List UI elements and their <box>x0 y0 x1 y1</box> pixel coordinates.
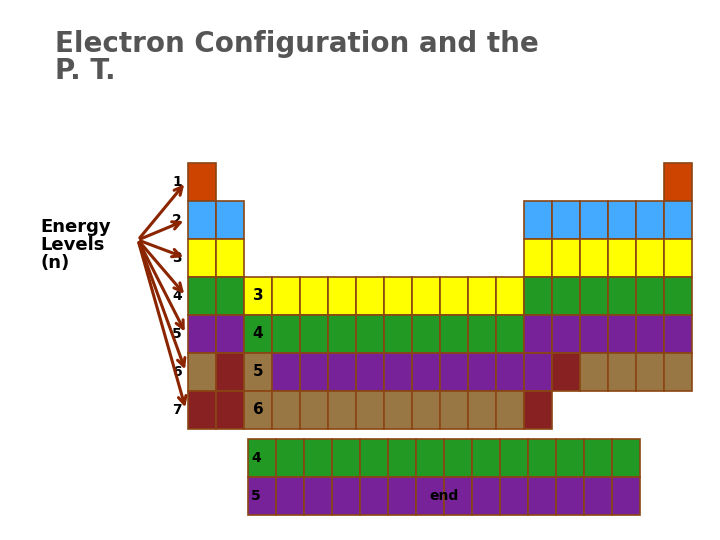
Bar <box>416 439 444 477</box>
Bar <box>552 277 580 315</box>
Bar <box>440 353 468 391</box>
Bar <box>244 391 272 429</box>
Bar <box>328 277 356 315</box>
Bar <box>248 477 276 515</box>
Bar <box>636 239 664 277</box>
Bar <box>272 277 300 315</box>
Bar <box>636 315 664 353</box>
Bar <box>608 353 636 391</box>
Bar <box>356 315 384 353</box>
Text: 3: 3 <box>253 288 264 303</box>
Bar <box>580 315 608 353</box>
Bar <box>188 315 216 353</box>
Text: 5: 5 <box>172 327 182 341</box>
Bar <box>608 201 636 239</box>
Bar <box>300 277 328 315</box>
Bar <box>496 277 524 315</box>
Bar <box>552 353 580 391</box>
Bar <box>552 239 580 277</box>
Bar <box>360 477 388 515</box>
Bar <box>244 277 272 315</box>
Text: Energy: Energy <box>40 218 111 236</box>
Bar <box>528 477 556 515</box>
Bar <box>580 353 608 391</box>
Bar <box>328 315 356 353</box>
Bar <box>332 477 360 515</box>
Bar <box>412 391 440 429</box>
Bar <box>472 477 500 515</box>
Bar <box>580 277 608 315</box>
Bar <box>412 315 440 353</box>
Bar <box>216 315 244 353</box>
Bar <box>440 277 468 315</box>
Bar <box>500 439 528 477</box>
Bar <box>664 277 692 315</box>
Bar <box>584 477 612 515</box>
Bar <box>664 201 692 239</box>
Bar <box>556 439 584 477</box>
Bar <box>472 439 500 477</box>
Bar <box>584 439 612 477</box>
Bar <box>304 439 332 477</box>
Bar <box>664 315 692 353</box>
Text: 4: 4 <box>251 451 261 465</box>
Bar <box>272 353 300 391</box>
Bar <box>552 315 580 353</box>
Bar <box>524 315 552 353</box>
Text: 1: 1 <box>172 175 182 189</box>
Bar <box>276 439 304 477</box>
Bar <box>608 315 636 353</box>
Bar <box>500 477 528 515</box>
Bar <box>468 391 496 429</box>
Bar <box>188 277 216 315</box>
Bar <box>384 277 412 315</box>
Text: 6: 6 <box>253 402 264 417</box>
Text: 5: 5 <box>251 489 261 503</box>
Bar <box>524 239 552 277</box>
Bar <box>244 353 272 391</box>
Text: 6: 6 <box>172 365 182 379</box>
Text: end: end <box>429 489 459 503</box>
Text: Electron Configuration and the: Electron Configuration and the <box>55 30 539 58</box>
Bar <box>444 439 472 477</box>
Bar <box>416 477 444 515</box>
Bar <box>328 353 356 391</box>
Bar <box>216 239 244 277</box>
Bar <box>388 439 416 477</box>
Text: Levels: Levels <box>40 236 104 254</box>
Bar <box>468 315 496 353</box>
Text: P. T.: P. T. <box>55 57 116 85</box>
Bar <box>384 391 412 429</box>
Bar <box>300 315 328 353</box>
Text: (n): (n) <box>40 254 69 272</box>
Bar <box>384 315 412 353</box>
Bar <box>612 477 640 515</box>
Bar <box>444 477 472 515</box>
Bar <box>360 439 388 477</box>
Text: 7: 7 <box>172 403 182 417</box>
Text: 5: 5 <box>253 364 264 380</box>
Bar <box>468 353 496 391</box>
Bar <box>580 239 608 277</box>
Bar <box>524 201 552 239</box>
Text: 2: 2 <box>172 213 182 227</box>
Bar <box>636 353 664 391</box>
Bar <box>608 277 636 315</box>
Bar <box>244 315 272 353</box>
Bar <box>384 353 412 391</box>
Bar <box>304 477 332 515</box>
Bar <box>188 239 216 277</box>
Text: 4: 4 <box>253 327 264 341</box>
Text: 4: 4 <box>172 289 182 303</box>
Bar <box>664 239 692 277</box>
Bar <box>664 353 692 391</box>
Bar <box>440 315 468 353</box>
Bar <box>328 391 356 429</box>
Bar <box>524 353 552 391</box>
Bar <box>496 391 524 429</box>
Bar <box>248 439 276 477</box>
Bar <box>216 353 244 391</box>
Bar <box>496 353 524 391</box>
Bar <box>276 477 304 515</box>
